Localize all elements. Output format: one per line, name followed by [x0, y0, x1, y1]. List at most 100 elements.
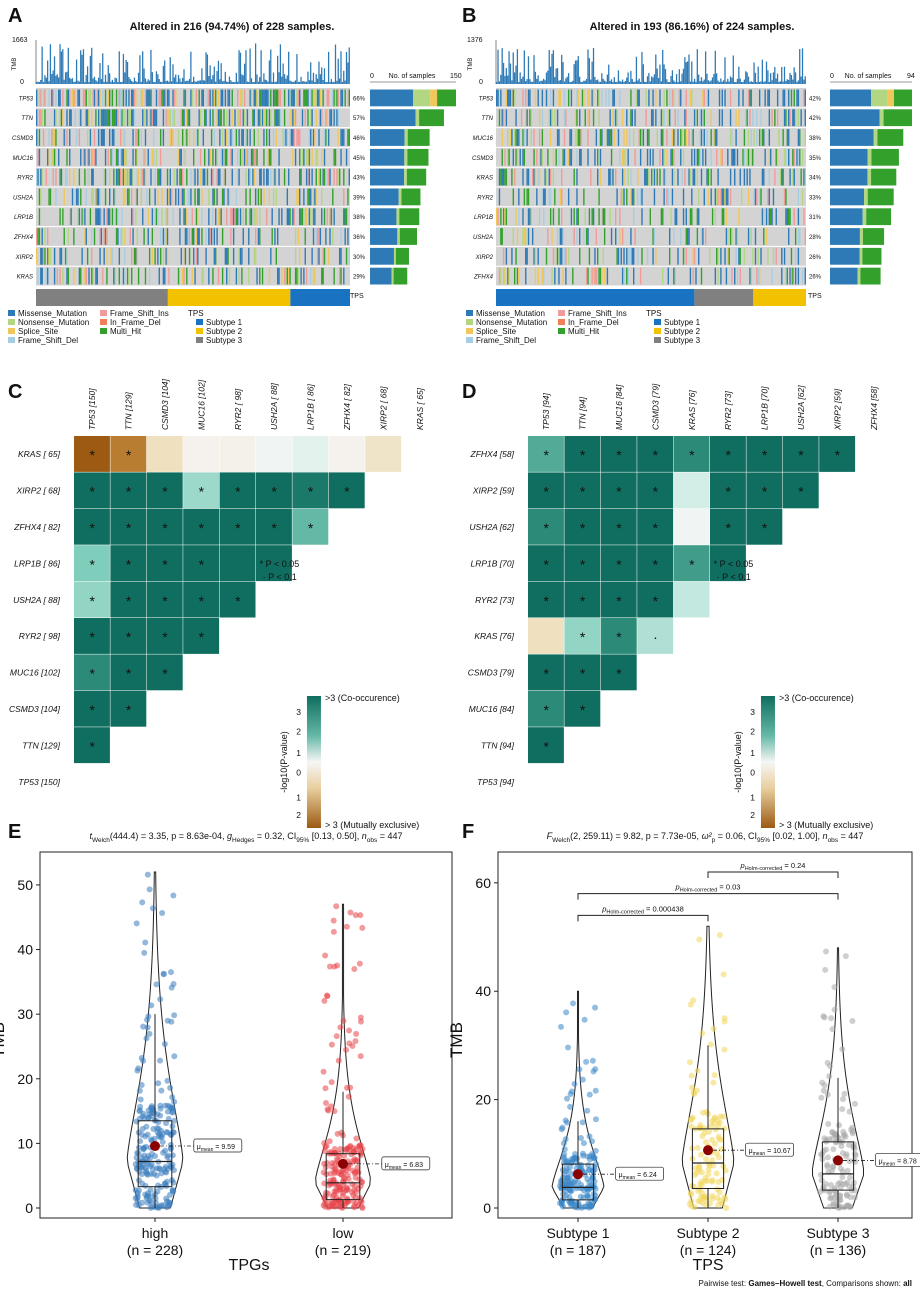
tmb-bar [772, 72, 775, 84]
mutation-cell [686, 228, 689, 245]
data-point [170, 892, 177, 899]
mutation-cell [78, 129, 81, 146]
data-point [823, 948, 830, 955]
legend-swatch [466, 310, 473, 316]
x-tick-count: (n = 219) [315, 1242, 371, 1258]
mutation-cell [95, 267, 97, 285]
mutation-cell [333, 89, 335, 107]
mutation-cell [235, 267, 238, 285]
heatmap-cell [637, 545, 674, 582]
mutation-cell [254, 89, 257, 107]
heatmap-cell [110, 618, 147, 654]
mutation-cell [551, 228, 553, 245]
tmb-bar [519, 72, 521, 84]
mutation-cell [102, 129, 104, 146]
mutation-cell [691, 188, 693, 206]
tmb-bar [252, 81, 254, 84]
mutation-cell [598, 109, 600, 127]
mutation-cell [551, 109, 553, 127]
mutation-cell [41, 109, 43, 127]
mutation-cell [228, 188, 231, 206]
mutation-cell [285, 129, 287, 146]
mutation-cell [193, 129, 195, 146]
data-point [163, 1178, 170, 1185]
mutation-cell [601, 208, 603, 226]
mutation-cell [656, 168, 658, 186]
mutation-cell [710, 148, 712, 166]
mutation-cell [256, 89, 258, 107]
mutation-cell [717, 168, 719, 186]
mutation-cell [227, 188, 229, 206]
mutation-cell [97, 129, 100, 146]
mutation-cell [767, 188, 769, 206]
heatmap-sig-mark: * [89, 666, 95, 682]
mutation-cell [322, 168, 324, 186]
mutation-cell [668, 109, 671, 127]
box [561, 1163, 595, 1201]
mutation-cell [154, 208, 156, 226]
mutation-cell [525, 89, 527, 107]
mutation-cell [286, 208, 289, 226]
mutation-cell [747, 89, 750, 107]
data-point [837, 1179, 844, 1186]
mutation-cell [118, 168, 121, 186]
mutation-cell [673, 129, 675, 146]
heatmap-sig-mark: * [653, 556, 659, 572]
heatmap-cell [110, 545, 147, 582]
gene-count-bar-segment [437, 89, 456, 107]
mutation-cell [660, 109, 663, 127]
mutation-cell [275, 89, 278, 107]
mutation-cell [319, 168, 322, 186]
mutation-cell [69, 89, 71, 107]
mutation-cell [129, 109, 132, 127]
data-point [839, 1174, 846, 1181]
tmb-bar [312, 72, 315, 84]
data-point [846, 1203, 853, 1210]
mutation-cell [677, 247, 679, 265]
percent-label: 46% [353, 136, 366, 142]
mutation-cell [682, 188, 685, 206]
heatmap-sig-mark: * [199, 484, 205, 500]
mutation-cell [533, 168, 535, 186]
percent-label: 45% [353, 156, 366, 162]
data-point [321, 1160, 328, 1167]
mutation-cell [630, 228, 632, 245]
mutation-cell [293, 208, 295, 226]
mutation-cell [662, 129, 664, 146]
gene-count-bar-segment [871, 148, 899, 166]
mutation-cell [556, 228, 559, 245]
mutation-cell [637, 188, 639, 206]
mutation-cell [231, 89, 233, 107]
mutation-cell [179, 228, 181, 245]
mutation-cell [797, 228, 800, 245]
heatmap-cell [600, 472, 637, 509]
mutation-cell [265, 109, 268, 127]
mutation-cell [289, 129, 291, 146]
mutation-cell [337, 168, 339, 186]
mutation-cell [172, 109, 174, 127]
tmb-bar [173, 77, 175, 84]
mutation-cell [569, 129, 571, 146]
tmb-bar [286, 75, 288, 84]
mutation-cell [242, 148, 244, 166]
mutation-cell [530, 109, 532, 127]
tmb-bar [520, 78, 523, 84]
mutation-cell [758, 129, 761, 146]
mutation-cell [716, 129, 718, 146]
mutation-cell [552, 168, 555, 186]
mutation-cell [305, 267, 308, 285]
mutation-cell [345, 247, 348, 265]
mutation-cell [186, 129, 188, 146]
mutation-cell [621, 148, 624, 166]
heatmap-column-label: ZFHX4 [ 82] [342, 384, 352, 431]
mutation-cell [164, 228, 166, 245]
mutation-cell [504, 208, 506, 226]
mutation-cell [55, 109, 57, 127]
mutation-cell [692, 129, 694, 146]
mutation-cell [118, 247, 121, 265]
mutation-cell [299, 208, 301, 226]
mutation-cell [66, 148, 68, 166]
mutation-cell [173, 109, 176, 127]
mutation-cell [74, 109, 76, 127]
mutation-cell [289, 109, 291, 127]
